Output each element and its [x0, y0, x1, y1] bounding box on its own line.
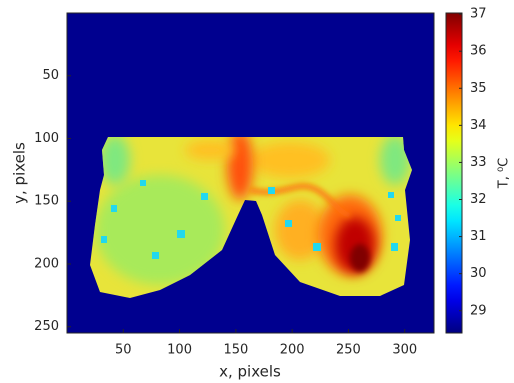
thermal-image: [67, 13, 434, 333]
y-tick-label: 150: [34, 194, 59, 209]
colorbar-tick-label: 37: [470, 7, 487, 22]
y-axis-label: y, pixels: [11, 142, 29, 204]
colorbar-tick-label: 34: [470, 118, 487, 133]
colorbar-tick-label: 29: [470, 303, 487, 318]
colorbar-tick-label: 35: [470, 81, 487, 96]
x-tick-label: 250: [336, 343, 361, 358]
y-tick-label: 200: [34, 256, 59, 271]
x-tick-label: 150: [223, 343, 248, 358]
y-tick-label: 250: [34, 319, 59, 334]
y-tick-label: 50: [42, 68, 59, 83]
colorbar-tick-label: 30: [470, 266, 487, 281]
page: x, pixels y, pixels T, ⁰C 50 100 150 200 250…: [0, 0, 514, 383]
y-tick-label: 100: [34, 131, 59, 146]
colorbar-label: T, ⁰C: [497, 158, 512, 190]
x-tick-label: 100: [167, 343, 192, 358]
colorbar-tick-label: 32: [470, 192, 487, 207]
x-axis-label: x, pixels: [219, 363, 281, 381]
x-tick-label: 50: [115, 343, 132, 358]
colorbar-tick-label: 33: [470, 155, 487, 170]
colorbar-tick-label: 36: [470, 44, 487, 59]
x-tick-label: 200: [280, 343, 305, 358]
colorbar: [446, 13, 462, 333]
x-tick-label: 300: [392, 343, 417, 358]
chart: x, pixels y, pixels T, ⁰C 50 100 150 200 250…: [0, 0, 514, 383]
colorbar-tick-label: 31: [470, 229, 487, 244]
